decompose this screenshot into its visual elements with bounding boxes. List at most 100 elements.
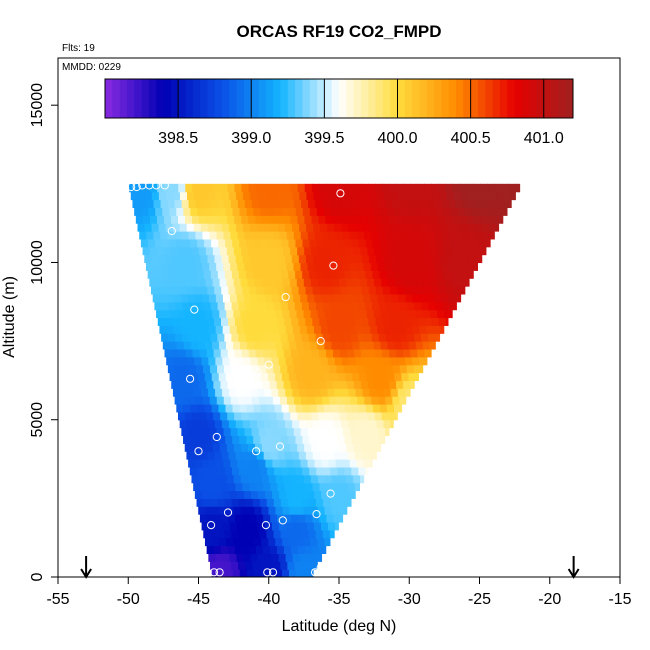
heatmap-cell <box>181 199 190 209</box>
heatmap-cell <box>344 498 352 507</box>
colorbar-swatch <box>105 79 113 118</box>
heatmap-cell <box>213 348 222 358</box>
heatmap-cell <box>307 293 315 303</box>
heatmap-cell <box>483 199 492 209</box>
heatmap-cell <box>384 262 393 271</box>
heatmap-cell <box>158 254 166 264</box>
heatmap-cell <box>390 356 399 366</box>
heatmap-cell <box>272 293 280 303</box>
heatmap-cell <box>130 191 139 201</box>
heatmap-cell <box>353 246 361 256</box>
heatmap-cell <box>237 262 245 271</box>
heatmap-cell <box>207 419 216 429</box>
heatmap-cell <box>247 278 256 287</box>
heatmap-cell <box>309 207 318 216</box>
heatmap-cell <box>227 215 235 224</box>
heatmap-cell <box>238 498 247 507</box>
heatmap-cell <box>231 498 240 507</box>
heatmap-cell <box>313 521 322 531</box>
heatmap-cell <box>215 191 223 201</box>
heatmap-cell <box>365 466 369 476</box>
heatmap-cell <box>466 215 474 224</box>
heatmap-cell <box>404 191 413 201</box>
heatmap-cell <box>194 191 202 201</box>
heatmap-cell <box>376 419 384 429</box>
heatmap-cell <box>192 411 200 421</box>
heatmap-cell <box>394 207 402 216</box>
heatmap-cell <box>319 317 327 326</box>
heatmap-cell <box>188 459 196 468</box>
heatmap-cell <box>364 364 373 374</box>
heatmap-cell <box>167 364 176 374</box>
heatmap-cell <box>180 356 188 366</box>
heatmap-cell <box>224 466 233 476</box>
heatmap-cell <box>442 301 451 311</box>
heatmap-cell <box>469 199 478 209</box>
heatmap-cell <box>416 246 425 256</box>
heatmap-cell <box>223 231 232 240</box>
heatmap-cell <box>261 506 270 515</box>
colorbar-swatch <box>558 79 567 118</box>
heatmap-cell <box>191 474 200 484</box>
heatmap-cell <box>288 435 297 444</box>
observation-point <box>433 170 442 179</box>
heatmap-cell <box>215 356 223 366</box>
heatmap-cell <box>199 348 208 358</box>
heatmap-cell <box>318 246 326 256</box>
heatmap-cell <box>359 341 368 350</box>
heatmap-cell <box>299 553 308 562</box>
heatmap-cell <box>172 286 180 295</box>
heatmap-cell <box>208 553 216 562</box>
heatmap-cell <box>316 435 325 444</box>
heatmap-cell <box>326 254 335 264</box>
heatmap-cell <box>381 215 390 224</box>
heatmap-cell <box>337 301 345 311</box>
colorbar-tick-label: 398.5 <box>158 130 198 147</box>
heatmap-cell <box>382 286 391 295</box>
heatmap-cell <box>376 356 385 366</box>
heatmap-cell <box>310 537 318 547</box>
heatmap-cell <box>183 207 191 216</box>
heatmap-cell <box>162 341 171 350</box>
heatmap-cell <box>307 427 316 437</box>
heatmap-cell <box>231 301 240 311</box>
observation-point <box>500 165 509 174</box>
heatmap-cell <box>252 333 261 342</box>
observation-point <box>316 563 325 572</box>
heatmap-cell <box>301 529 310 539</box>
heatmap-cell <box>422 207 430 216</box>
latitude-markers <box>80 556 580 579</box>
heatmap-cell <box>193 482 201 492</box>
heatmap-cell <box>343 364 352 374</box>
observation-point <box>209 568 219 577</box>
heatmap-cell <box>446 223 455 232</box>
heatmap-cell <box>341 191 350 201</box>
heatmap-cell <box>244 262 252 271</box>
heatmap-cell <box>390 191 399 201</box>
heatmap-cell <box>273 529 282 539</box>
heatmap-cell <box>312 348 320 358</box>
heatmap-cell <box>276 348 285 358</box>
heatmap-cell <box>188 231 197 240</box>
heatmap-cell <box>295 435 304 444</box>
heatmap-cell <box>224 561 232 570</box>
heatmap-cell <box>235 419 244 429</box>
heatmap-cell <box>170 278 179 287</box>
heatmap-cell <box>338 309 347 319</box>
heatmap-cell <box>168 301 177 311</box>
heatmap-cell <box>403 317 412 326</box>
heatmap-cell <box>319 348 327 358</box>
observation-point <box>424 170 433 179</box>
heatmap-cell <box>225 238 233 248</box>
y-tick-label: 10000 <box>29 240 46 285</box>
observation-point <box>450 168 459 177</box>
heatmap-cell <box>185 348 194 358</box>
heatmap-cell <box>260 238 268 248</box>
heatmap-cell <box>303 474 312 484</box>
x-tick-label: -25 <box>468 591 491 608</box>
heatmap-cell <box>321 231 330 240</box>
heatmap-cell <box>162 207 170 216</box>
observation-point <box>132 182 141 192</box>
heatmap-cell <box>214 419 223 429</box>
heatmap-cell <box>316 238 325 248</box>
